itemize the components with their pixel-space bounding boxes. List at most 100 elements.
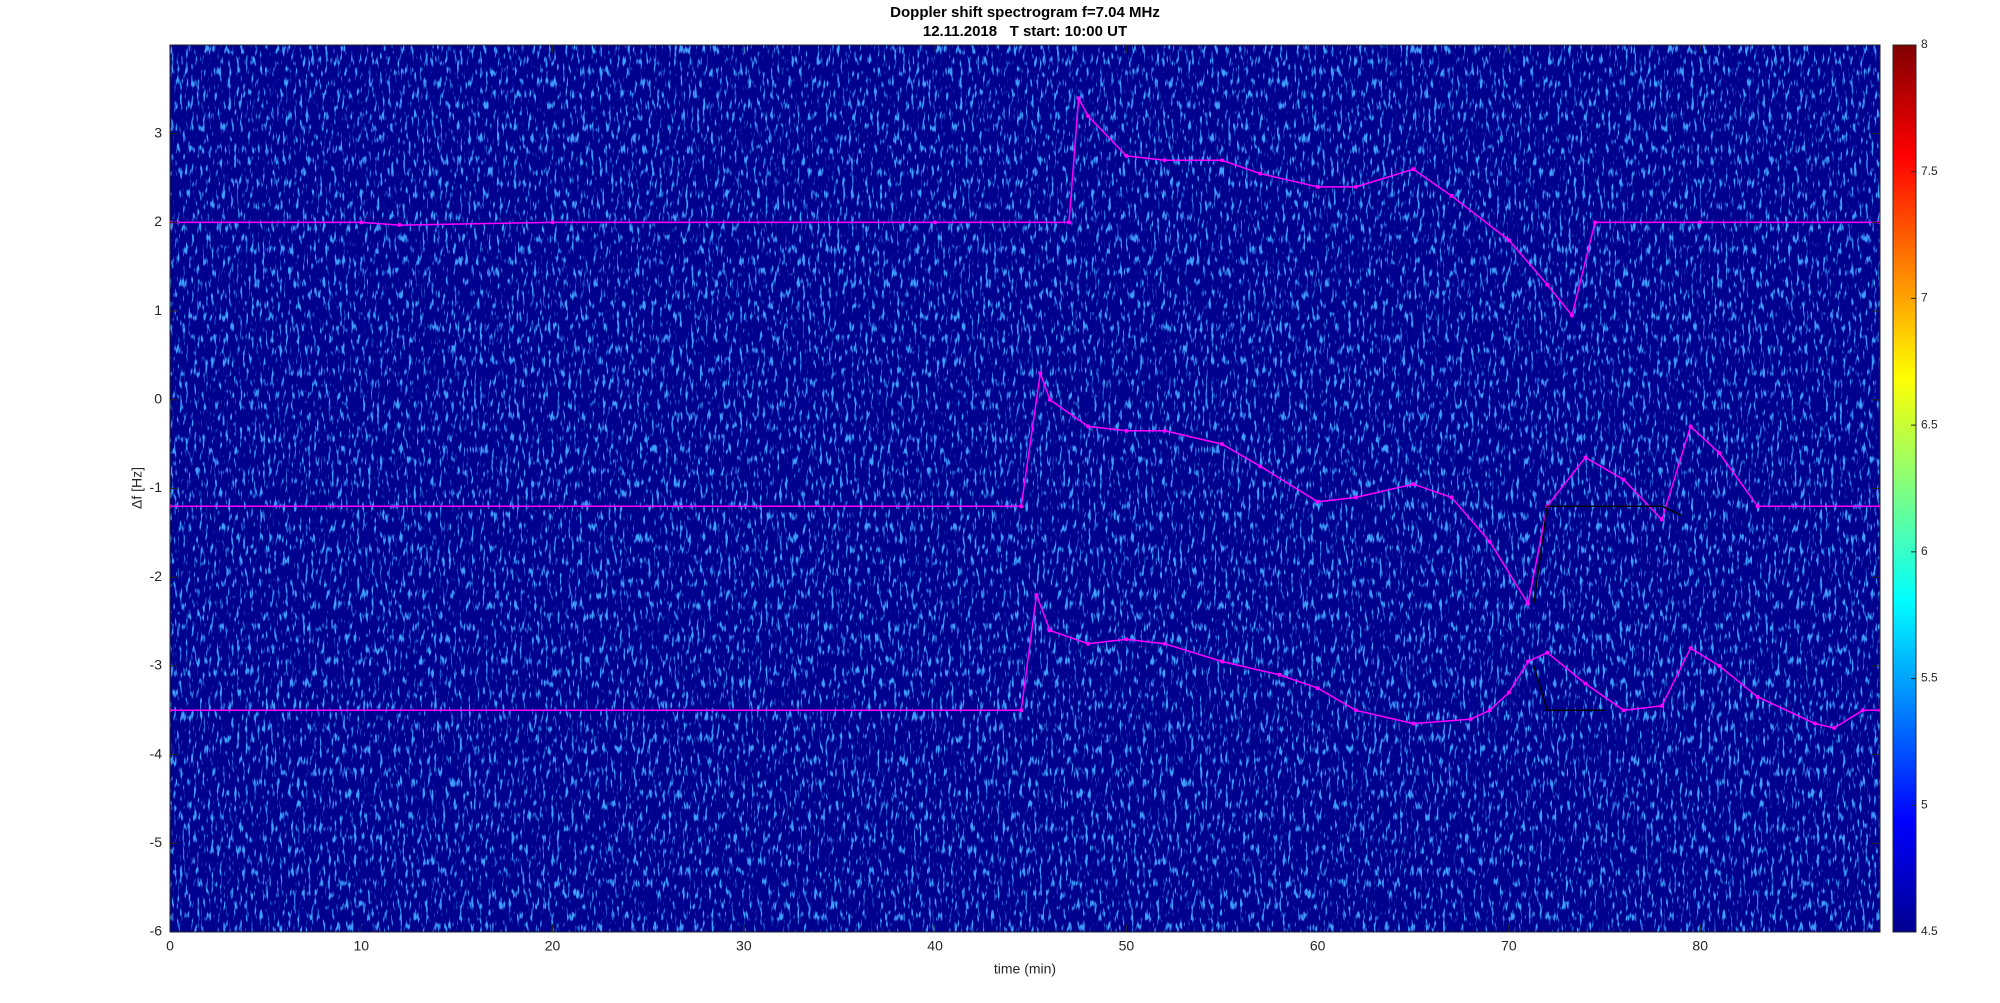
- colorbar-tick-label: 7.5: [1921, 164, 1938, 178]
- trace-point: [1258, 464, 1263, 469]
- trace-line: [1533, 665, 1605, 712]
- trace-point: [1086, 113, 1091, 118]
- trace-point: [1220, 158, 1225, 163]
- trace-point: [1583, 681, 1588, 686]
- trace-point: [1047, 397, 1052, 402]
- x-axis-label: time (min): [994, 961, 1056, 977]
- trace-point: [1315, 686, 1320, 691]
- x-tick-label: 30: [736, 938, 752, 954]
- colorbar-tick-label: 8: [1921, 37, 1928, 51]
- trace-point: [1526, 601, 1531, 606]
- trace-point: [1353, 184, 1358, 189]
- trace-point: [1449, 495, 1454, 500]
- plot-area: [170, 95, 1880, 730]
- colorbar: [1892, 44, 1917, 933]
- trace-point: [1038, 371, 1043, 376]
- trace-point: [1545, 282, 1550, 287]
- trace-point: [1411, 482, 1416, 487]
- trace-point: [1621, 477, 1626, 482]
- trace-point: [1698, 220, 1703, 225]
- trace-point: [1315, 184, 1320, 189]
- trace-point: [1411, 167, 1416, 172]
- trace-point: [1162, 158, 1167, 163]
- trace-point: [1411, 721, 1416, 726]
- trace-point: [1162, 428, 1167, 433]
- trace-point: [1277, 672, 1282, 677]
- trace-point: [1717, 451, 1722, 456]
- trace-point: [1468, 717, 1473, 722]
- y-tick-label: 1: [154, 302, 162, 318]
- trace-point: [1353, 495, 1358, 500]
- trace-line: [1533, 505, 1682, 604]
- trace-point: [1487, 539, 1492, 544]
- y-axis-label: Δf [Hz]: [129, 467, 145, 509]
- trace-point: [359, 220, 364, 225]
- y-tick-label: 3: [154, 124, 162, 140]
- trace-point: [1688, 646, 1693, 651]
- trace-point: [1506, 690, 1511, 695]
- colorbar-tick-label: 7: [1921, 291, 1928, 305]
- spectrogram-noise: [170, 45, 1880, 932]
- trace-point: [1034, 592, 1039, 597]
- y-tick-label: -2: [150, 568, 163, 584]
- trace-point: [1124, 428, 1129, 433]
- trace-point: [1545, 650, 1550, 655]
- chart-subtitle: 12.11.2018 T start: 10:00 UT: [923, 23, 1127, 40]
- trace-point: [1019, 504, 1024, 509]
- trace-point: [1449, 193, 1454, 198]
- trace-point: [1220, 442, 1225, 447]
- colorbar-tick-label: 5.5: [1921, 671, 1938, 685]
- y-tick-label: -1: [150, 479, 163, 495]
- trace-point: [1506, 238, 1511, 243]
- trace-point: [1220, 659, 1225, 664]
- trace-point: [1353, 708, 1358, 713]
- trace-point: [1526, 659, 1531, 664]
- trace-point: [1659, 703, 1664, 708]
- trace-point: [397, 223, 402, 228]
- x-tick-label: 60: [1310, 938, 1326, 954]
- x-tick-label: 0: [166, 938, 174, 954]
- colorbar-tick-label: 5: [1921, 797, 1928, 811]
- x-tick-label: 40: [927, 938, 943, 954]
- trace-point: [1688, 424, 1693, 429]
- trace-line: [170, 95, 1880, 318]
- trace-point: [1076, 96, 1081, 101]
- x-tick-label: 50: [1119, 938, 1135, 954]
- y-tick-label: -4: [150, 745, 163, 761]
- trace-point: [1086, 424, 1091, 429]
- trace-point: [1593, 220, 1597, 225]
- trace-point: [1583, 455, 1588, 460]
- trace-point: [1124, 153, 1129, 158]
- colorbar-tick-label: 6: [1921, 544, 1928, 558]
- trace-point: [933, 220, 938, 225]
- trace-point: [550, 220, 555, 225]
- trace-point: [1755, 694, 1760, 699]
- trace-point: [1086, 641, 1091, 646]
- x-tick-label: 70: [1501, 938, 1517, 954]
- colorbar-tick-label: 4.5: [1921, 924, 1938, 938]
- trace-point: [1570, 313, 1575, 318]
- x-tick-label: 10: [353, 938, 369, 954]
- y-tick-label: 0: [154, 391, 162, 407]
- trace-point: [1717, 663, 1722, 668]
- trace-point: [1047, 628, 1052, 633]
- trace-point: [1258, 171, 1263, 176]
- trace-point: [1066, 220, 1071, 225]
- y-tick-label: 2: [154, 213, 162, 229]
- trace-point: [1860, 708, 1865, 713]
- x-tick-label: 80: [1692, 938, 1708, 954]
- trace-point: [1832, 725, 1837, 730]
- trace-point: [1487, 708, 1492, 713]
- colorbar-tick-label: 6.5: [1921, 417, 1938, 431]
- trace-point: [1755, 504, 1760, 509]
- y-tick-label: -3: [150, 657, 163, 673]
- trace-point: [1162, 641, 1167, 646]
- y-tick-label: -5: [150, 834, 163, 850]
- x-tick-label: 20: [545, 938, 561, 954]
- chart-title: Doppler shift spectrogram f=7.04 MHz: [890, 4, 1160, 21]
- y-tick-label: -6: [150, 923, 163, 939]
- trace-point: [1019, 708, 1024, 713]
- trace-point: [1659, 517, 1664, 522]
